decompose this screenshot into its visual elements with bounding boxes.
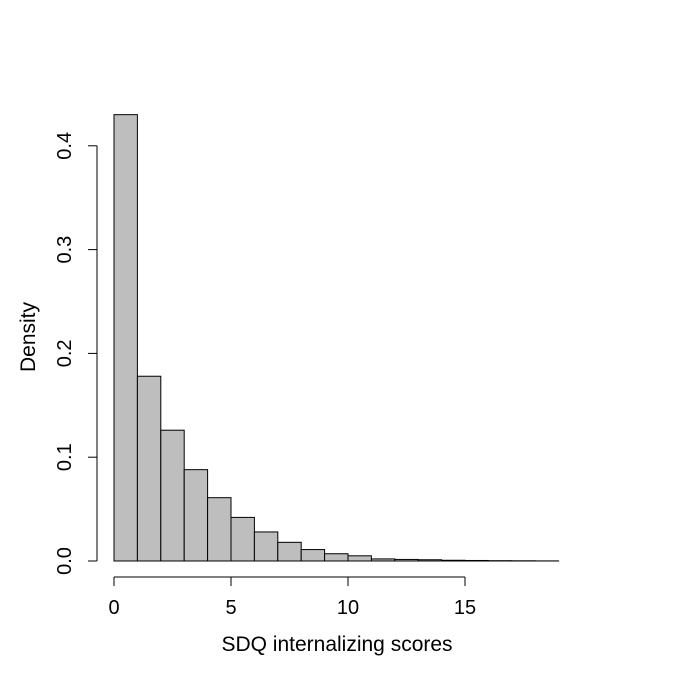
histogram-bar-13 bbox=[417, 559, 443, 562]
histogram-bar-10 bbox=[347, 555, 372, 562]
histogram-bars bbox=[113, 114, 560, 562]
y-tick-label: 0.0 bbox=[54, 547, 76, 575]
histogram-bar-9 bbox=[324, 553, 349, 562]
x-axis-label: SDQ internalizing scores bbox=[221, 633, 452, 656]
y-tick-label: 0.3 bbox=[54, 236, 76, 264]
x-tick-label: 5 bbox=[225, 597, 236, 619]
y-axis: 0.0 0.1 0.2 0.3 0.4 bbox=[54, 132, 98, 575]
histogram-bar-1 bbox=[136, 375, 162, 562]
x-tick-label: 10 bbox=[337, 597, 359, 619]
histogram-bar-0 bbox=[113, 114, 138, 562]
histogram-bar-15 bbox=[464, 559, 489, 562]
histogram-bar-8 bbox=[300, 549, 326, 562]
y-tick-label: 0.4 bbox=[54, 132, 76, 160]
y-axis-label: Density bbox=[17, 301, 40, 372]
histogram-bar-5 bbox=[230, 516, 255, 562]
y-tick-label: 0.2 bbox=[54, 339, 76, 367]
histogram-bar-3 bbox=[183, 469, 209, 562]
histogram-bar-6 bbox=[253, 531, 279, 562]
histogram-bar-14 bbox=[441, 559, 466, 562]
x-tick-label: 0 bbox=[108, 597, 119, 619]
x-axis: 0 5 10 15 bbox=[108, 576, 476, 619]
histogram-bar-7 bbox=[277, 541, 302, 562]
histogram-bar-11 bbox=[370, 558, 396, 562]
histogram-bar-2 bbox=[160, 429, 185, 562]
y-tick-label: 0.1 bbox=[54, 443, 76, 471]
x-tick-label: 15 bbox=[454, 597, 476, 619]
histogram-bar-4 bbox=[207, 497, 232, 562]
histogram-bar-12 bbox=[394, 558, 419, 562]
